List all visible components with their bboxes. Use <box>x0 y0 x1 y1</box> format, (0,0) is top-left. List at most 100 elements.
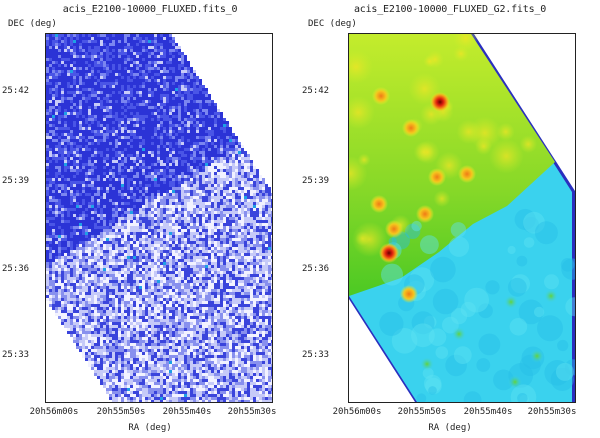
raw-pixel <box>220 121 223 124</box>
raw-pixel <box>64 142 67 145</box>
raw-pixel <box>61 118 64 121</box>
raw-pixel <box>172 64 175 67</box>
raw-pixel <box>157 157 160 160</box>
raw-pixel <box>52 205 55 208</box>
raw-pixel <box>118 250 121 253</box>
raw-pixel <box>49 193 52 196</box>
raw-pixel <box>214 238 217 241</box>
raw-pixel <box>184 223 187 226</box>
raw-pixel <box>136 118 139 121</box>
raw-pixel <box>268 187 271 190</box>
raw-pixel <box>190 154 193 157</box>
raw-pixel <box>127 46 130 49</box>
raw-pixel <box>187 157 190 160</box>
raw-pixel <box>136 199 139 202</box>
raw-pixel <box>76 220 79 223</box>
raw-pixel <box>232 139 235 142</box>
raw-pixel <box>175 265 178 268</box>
raw-pixel <box>94 184 97 187</box>
raw-pixel <box>136 103 139 106</box>
raw-pixel <box>124 58 127 61</box>
raw-pixel <box>145 256 148 259</box>
raw-pixel <box>163 37 166 40</box>
raw-pixel <box>139 145 142 148</box>
raw-pixel <box>103 124 106 127</box>
raw-pixel <box>271 202 272 205</box>
raw-pixel <box>130 163 133 166</box>
raw-pixel <box>172 220 175 223</box>
raw-pixel <box>223 121 226 124</box>
raw-pixel <box>250 181 253 184</box>
raw-pixel <box>151 211 154 214</box>
raw-pixel <box>91 124 94 127</box>
raw-pixel <box>232 184 235 187</box>
raw-pixel <box>175 91 178 94</box>
raw-pixel <box>196 217 199 220</box>
raw-pixel <box>139 109 142 112</box>
raw-pixel <box>88 262 91 265</box>
raw-pixel <box>82 130 85 133</box>
raw-pixel <box>106 208 109 211</box>
raw-pixel <box>193 232 196 235</box>
raw-pixel <box>55 265 58 268</box>
raw-pixel <box>55 82 58 85</box>
raw-pixel <box>205 223 208 226</box>
raw-pixel <box>175 238 178 241</box>
raw-pixel <box>187 127 190 130</box>
raw-pixel <box>196 175 199 178</box>
raw-pixel <box>145 178 148 181</box>
raw-pixel <box>49 190 52 193</box>
raw-pixel <box>145 58 148 61</box>
raw-pixel <box>94 100 97 103</box>
raw-pixel <box>67 70 70 73</box>
raw-pixel <box>55 169 58 172</box>
raw-pixel <box>115 172 118 175</box>
raw-pixel <box>226 247 229 250</box>
raw-pixel <box>94 148 97 151</box>
raw-pixel <box>157 34 160 37</box>
raw-pixel <box>151 112 154 115</box>
raw-image-plot[interactable] <box>45 33 273 403</box>
raw-pixel <box>58 52 61 55</box>
raw-pixel <box>61 103 64 106</box>
raw-pixel <box>157 109 160 112</box>
raw-pixel <box>154 250 157 253</box>
raw-pixel <box>67 61 70 64</box>
raw-pixel <box>157 256 160 259</box>
raw-pixel <box>145 190 148 193</box>
raw-pixel <box>211 112 214 115</box>
raw-pixel <box>91 91 94 94</box>
raw-pixel <box>133 178 136 181</box>
raw-pixel <box>223 130 226 133</box>
raw-pixel <box>127 157 130 160</box>
raw-pixel <box>55 73 58 76</box>
raw-pixel <box>196 241 199 244</box>
raw-pixel <box>145 109 148 112</box>
raw-pixel <box>217 220 220 223</box>
raw-pixel <box>166 88 169 91</box>
raw-pixel <box>112 43 115 46</box>
raw-pixel <box>181 85 184 88</box>
raw-pixel <box>193 124 196 127</box>
raw-pixel <box>61 109 64 112</box>
raw-pixel <box>154 247 157 250</box>
raw-pixel <box>205 214 208 217</box>
raw-pixel <box>139 133 142 136</box>
raw-pixel <box>70 43 73 46</box>
raw-pixel <box>88 193 91 196</box>
raw-pixel <box>142 190 145 193</box>
raw-pixel <box>157 61 160 64</box>
raw-pixel <box>190 172 193 175</box>
raw-pixel <box>100 244 103 247</box>
raw-pixel <box>157 196 160 199</box>
raw-pixel <box>94 58 97 61</box>
raw-image-canvas[interactable] <box>46 34 272 402</box>
raw-pixel <box>262 190 265 193</box>
raw-pixel <box>130 247 133 250</box>
raw-pixel <box>241 148 244 151</box>
raw-pixel <box>172 211 175 214</box>
raw-pixel <box>205 112 208 115</box>
raw-pixel <box>229 136 232 139</box>
raw-pixel <box>139 97 142 100</box>
raw-pixel <box>211 133 214 136</box>
